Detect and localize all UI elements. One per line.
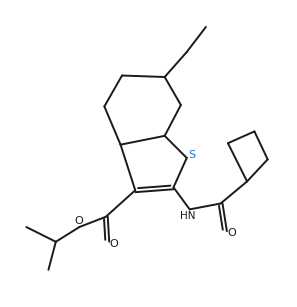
Text: HN: HN — [181, 211, 196, 221]
Text: O: O — [74, 216, 83, 226]
Text: O: O — [227, 228, 236, 238]
Text: S: S — [189, 150, 196, 160]
Text: O: O — [109, 239, 118, 249]
